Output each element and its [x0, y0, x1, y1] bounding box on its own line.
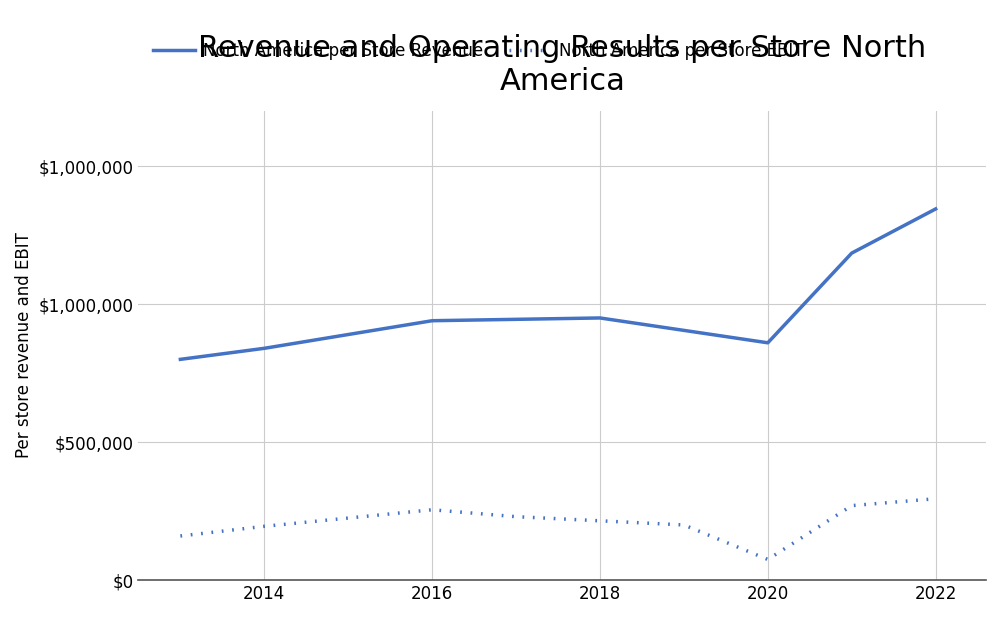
North America per Store EBIT — [258, 523, 270, 530]
North America per Store EBIT — [511, 513, 523, 520]
North America per Store Revenue — [342, 331, 354, 338]
Title: Revenue and Operating Results per Store North
America: Revenue and Operating Results per Store … — [198, 33, 926, 96]
North America per Store EBIT — [930, 495, 942, 502]
Line: North America per Store EBIT: North America per Store EBIT — [180, 499, 936, 559]
North America per Store EBIT — [594, 517, 606, 525]
North America per Store Revenue — [762, 339, 774, 347]
North America per Store EBIT — [426, 506, 438, 514]
North America per Store Revenue — [846, 250, 858, 257]
North America per Store Revenue — [930, 205, 942, 213]
North America per Store Revenue — [258, 345, 270, 352]
North America per Store Revenue — [174, 355, 186, 363]
North America per Store EBIT — [846, 502, 858, 509]
Legend: North America per Store Revenue, North America per Store EBIT: North America per Store Revenue, North A… — [147, 35, 810, 66]
North America per Store EBIT — [678, 521, 690, 528]
North America per Store Revenue — [426, 317, 438, 324]
Line: North America per Store Revenue: North America per Store Revenue — [180, 209, 936, 359]
North America per Store EBIT — [174, 532, 186, 540]
North America per Store EBIT — [762, 556, 774, 563]
Y-axis label: Per store revenue and EBIT: Per store revenue and EBIT — [15, 232, 33, 459]
North America per Store Revenue — [678, 327, 690, 334]
North America per Store Revenue — [511, 316, 523, 323]
North America per Store EBIT — [342, 514, 354, 522]
North America per Store Revenue — [594, 314, 606, 321]
